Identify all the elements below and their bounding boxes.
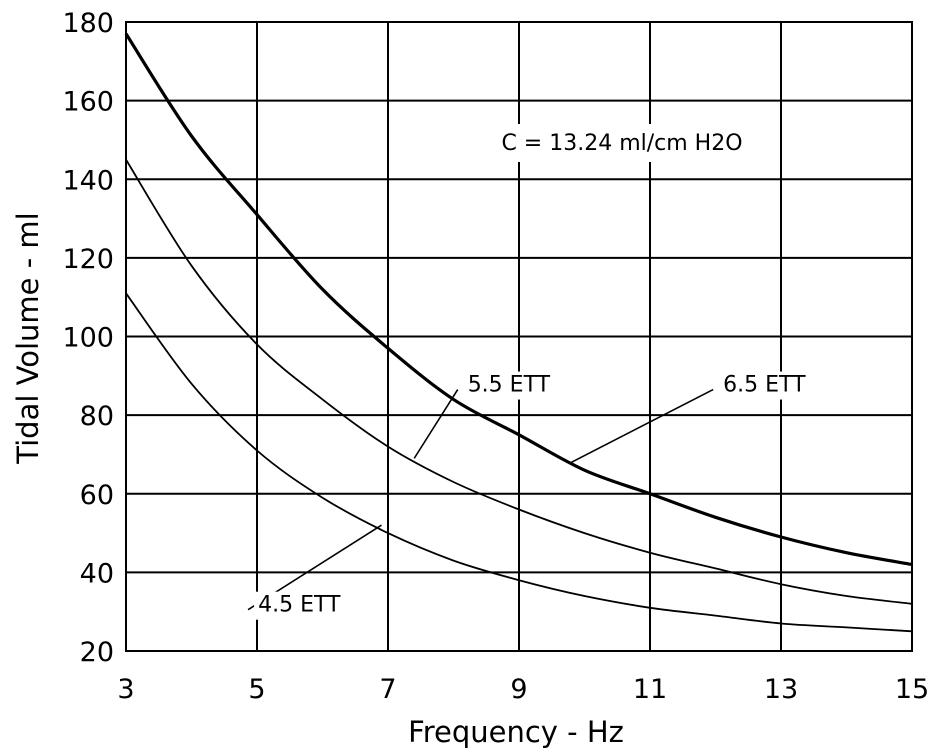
label-leader-line [413, 389, 459, 459]
label-background [719, 371, 815, 400]
series-line-6-5-ett [124, 32, 913, 567]
annotation-background [472, 124, 780, 162]
series-lines [124, 32, 913, 633]
y-tick-label: 180 [62, 8, 114, 39]
y-tick-label: 160 [62, 87, 114, 118]
x-tick-label: 7 [379, 674, 396, 705]
y-tick-label: 60 [80, 480, 114, 511]
series-line-5-5-ett [125, 159, 913, 605]
annotations: C = 13.24 ml/cm H2O 6.5 ETT 5.5 ETT 4.5 ETT [247, 124, 815, 620]
y-tick-label: 100 [62, 323, 114, 354]
series-label: 4.5 ETT [258, 593, 341, 618]
label-background [463, 371, 560, 400]
y-axis-title: Tidal Volume - ml [11, 212, 45, 464]
plot-frame [125, 21, 913, 652]
series-label: 5.5 ETT [468, 373, 551, 398]
x-tick-label: 13 [764, 674, 798, 705]
series-label: 6.5 ETT [723, 373, 806, 398]
x-tick-label: 11 [633, 674, 667, 705]
y-tick-label: 140 [62, 165, 114, 196]
series-line-4-5-ett [125, 292, 913, 633]
x-tick-label: 3 [117, 674, 134, 705]
y-tick-label: 20 [80, 637, 114, 668]
tick-labels: 3 5 7 9 11 13 15 20 40 60 80 100 120 140 160 180 [62, 8, 929, 705]
label-background [254, 591, 350, 620]
label-leader-line [571, 388, 714, 464]
x-tick-label: 5 [248, 674, 265, 705]
x-axis-title: Frequency - Hz [408, 715, 624, 749]
y-tick-label: 120 [62, 244, 114, 275]
grid [125, 21, 913, 652]
y-tick-label: 40 [80, 558, 114, 589]
x-tick-label: 15 [895, 674, 929, 705]
x-tick-label: 9 [510, 674, 527, 705]
annotation-compliance: C = 13.24 ml/cm H2O [501, 131, 742, 156]
y-tick-label: 80 [80, 401, 114, 432]
